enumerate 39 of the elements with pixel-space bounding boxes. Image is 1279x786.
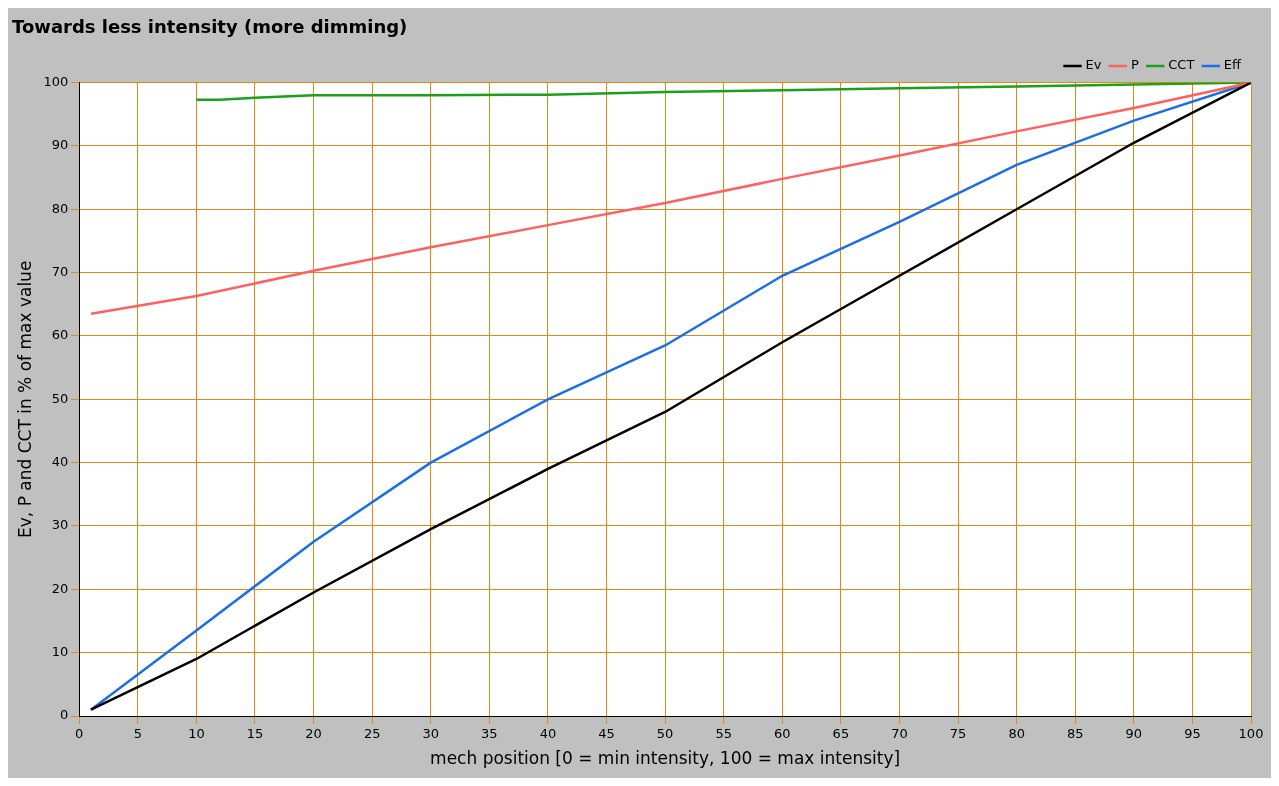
- x-tick-label: 0: [75, 726, 84, 742]
- legend-label: CCT: [1168, 57, 1195, 73]
- x-tick-label: 75: [949, 726, 967, 742]
- x-tick-label: 15: [246, 726, 264, 742]
- x-tick-label: 85: [1066, 726, 1084, 742]
- x-tick-label: 55: [715, 726, 732, 742]
- y-tick-label: 40: [51, 454, 69, 470]
- x-tick-label: 80: [1008, 726, 1025, 742]
- x-tick-label: 100: [1238, 726, 1264, 742]
- y-tick-label: 60: [51, 327, 69, 343]
- y-tick-label: 30: [51, 517, 69, 533]
- y-axis-title: Ev, P and CCT in % of max value: [14, 260, 35, 538]
- y-tick-label: 70: [51, 263, 69, 279]
- x-tick-label: 65: [832, 726, 850, 742]
- x-tick-label: 35: [481, 726, 498, 742]
- x-axis-title: mech position [0 = min intensity, 100 = max intensity]: [430, 748, 901, 769]
- x-tick-label: 50: [656, 726, 674, 742]
- x-tick-label: 95: [1184, 726, 1201, 742]
- chart-title: Towards less intensity (more dimming): [12, 16, 408, 38]
- y-tick-label: 90: [51, 137, 69, 153]
- x-tick-label: 70: [891, 726, 908, 742]
- x-tick-label: 30: [422, 726, 440, 742]
- y-tick-label: 80: [51, 200, 69, 216]
- x-tick-label: 60: [774, 726, 791, 742]
- x-tick-label: 20: [305, 726, 322, 742]
- x-tick-label: 40: [539, 726, 557, 742]
- y-tick-label: 20: [51, 580, 69, 596]
- legend-label: Eff: [1223, 57, 1243, 73]
- x-tick-label: 10: [188, 726, 205, 742]
- x-tick-label: 90: [1125, 726, 1143, 742]
- legend-label: Ev: [1085, 57, 1102, 73]
- y-tick-label: 100: [43, 73, 69, 89]
- x-tick-label: 45: [598, 726, 615, 742]
- legend-label: P: [1130, 57, 1139, 73]
- y-tick-label: 10: [51, 644, 69, 660]
- y-tick-label: 0: [59, 707, 69, 723]
- x-tick-label: 5: [133, 726, 142, 742]
- y-tick-label: 50: [51, 390, 69, 406]
- x-tick-label: 25: [363, 726, 381, 742]
